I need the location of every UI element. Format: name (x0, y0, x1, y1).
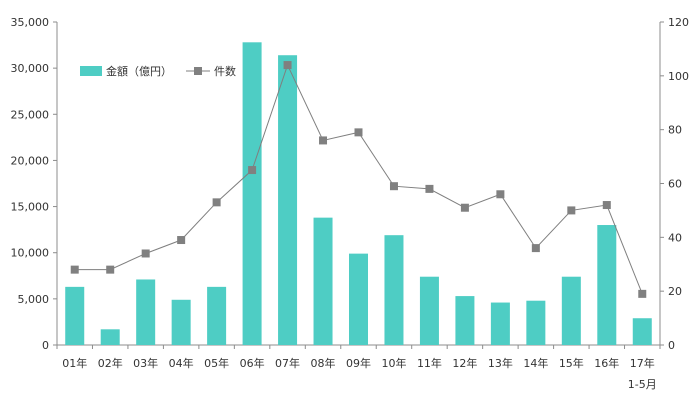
bar (100, 329, 120, 345)
x-tick-label: 04年 (169, 356, 194, 370)
left-tick-label: 30,000 (11, 62, 50, 75)
legend-line-marker (194, 67, 202, 75)
bar (242, 42, 262, 345)
left-tick-label: 0 (42, 339, 49, 352)
x-tick-label: 02年 (98, 356, 123, 370)
x-tick-label: 07年 (275, 356, 300, 370)
x-tick-sublabel: 1-5月 (628, 378, 657, 391)
line-point (248, 166, 257, 175)
legend-line-label: 件数 (214, 65, 236, 78)
left-tick-label: 5,000 (18, 293, 50, 306)
x-tick-label: 01年 (62, 356, 87, 370)
right-tick-label: 20 (668, 285, 682, 298)
line-point (602, 201, 611, 210)
line-point (319, 136, 328, 145)
x-tick-label: 15年 (559, 356, 584, 370)
legend-bar-swatch (80, 66, 102, 76)
bar (171, 299, 191, 345)
right-tick-label: 100 (668, 70, 689, 83)
bar (207, 286, 227, 345)
bar-series (65, 42, 652, 345)
x-tick-label: 09年 (346, 356, 371, 370)
line-point (283, 61, 292, 70)
right-tick-label: 40 (668, 231, 682, 244)
legend-bar-label: 金額（億円） (106, 64, 172, 78)
right-tick-label: 60 (668, 178, 682, 191)
x-axis-ticks: 01年 02年 03年 04年 05年 06年 07年 08年 09年 10年 11年 12年 13年 1… (56, 345, 661, 391)
bar (278, 55, 298, 345)
line-point (425, 184, 434, 193)
x-tick-label: 10年 (381, 356, 406, 370)
bar (419, 276, 439, 345)
line-point (638, 289, 647, 298)
x-tick-label: 13年 (488, 356, 513, 370)
bar (136, 279, 156, 345)
line-point (354, 128, 363, 137)
right-tick-label: 0 (668, 339, 675, 352)
line-point (389, 182, 398, 191)
bar (65, 286, 85, 345)
x-tick-label: 17年 (630, 356, 655, 370)
line-point (496, 190, 505, 199)
bar (597, 225, 617, 345)
x-tick-label: 14年 (523, 356, 548, 370)
line-point (212, 198, 221, 207)
bar (526, 300, 546, 345)
x-tick-label: 11年 (417, 356, 442, 370)
bar (490, 302, 510, 345)
bar (561, 276, 581, 345)
bar (455, 296, 475, 345)
x-tick-label: 16年 (594, 356, 619, 370)
left-tick-label: 25,000 (11, 108, 50, 121)
line-series (70, 61, 647, 298)
left-axis-ticks: 0 5,000 10,000 15,000 20,000 25,000 30,000 35,0… (11, 16, 57, 352)
line-point (567, 206, 576, 215)
legend: 金額（億円） 件数 (80, 64, 236, 78)
line-point (177, 236, 186, 245)
line-point (460, 203, 469, 212)
x-tick-label: 08年 (311, 356, 336, 370)
right-axis-ticks: 0 20 40 60 80 100 120 (660, 16, 689, 352)
x-tick-label: 06年 (240, 356, 265, 370)
bar (632, 318, 652, 345)
x-tick-label: 12年 (452, 356, 477, 370)
right-tick-label: 120 (668, 16, 689, 29)
line-point (531, 244, 540, 253)
line-point (106, 265, 115, 274)
bar (349, 253, 368, 345)
bar (313, 217, 333, 345)
x-tick-label: 05年 (204, 356, 229, 370)
line-point (70, 265, 79, 274)
line-point (141, 249, 150, 258)
left-tick-label: 20,000 (11, 154, 50, 167)
left-tick-label: 35,000 (11, 16, 50, 29)
bar (384, 235, 404, 345)
left-tick-label: 10,000 (11, 247, 50, 260)
left-tick-label: 15,000 (11, 201, 50, 214)
x-tick-label: 03年 (133, 356, 158, 370)
right-tick-label: 80 (668, 124, 682, 137)
